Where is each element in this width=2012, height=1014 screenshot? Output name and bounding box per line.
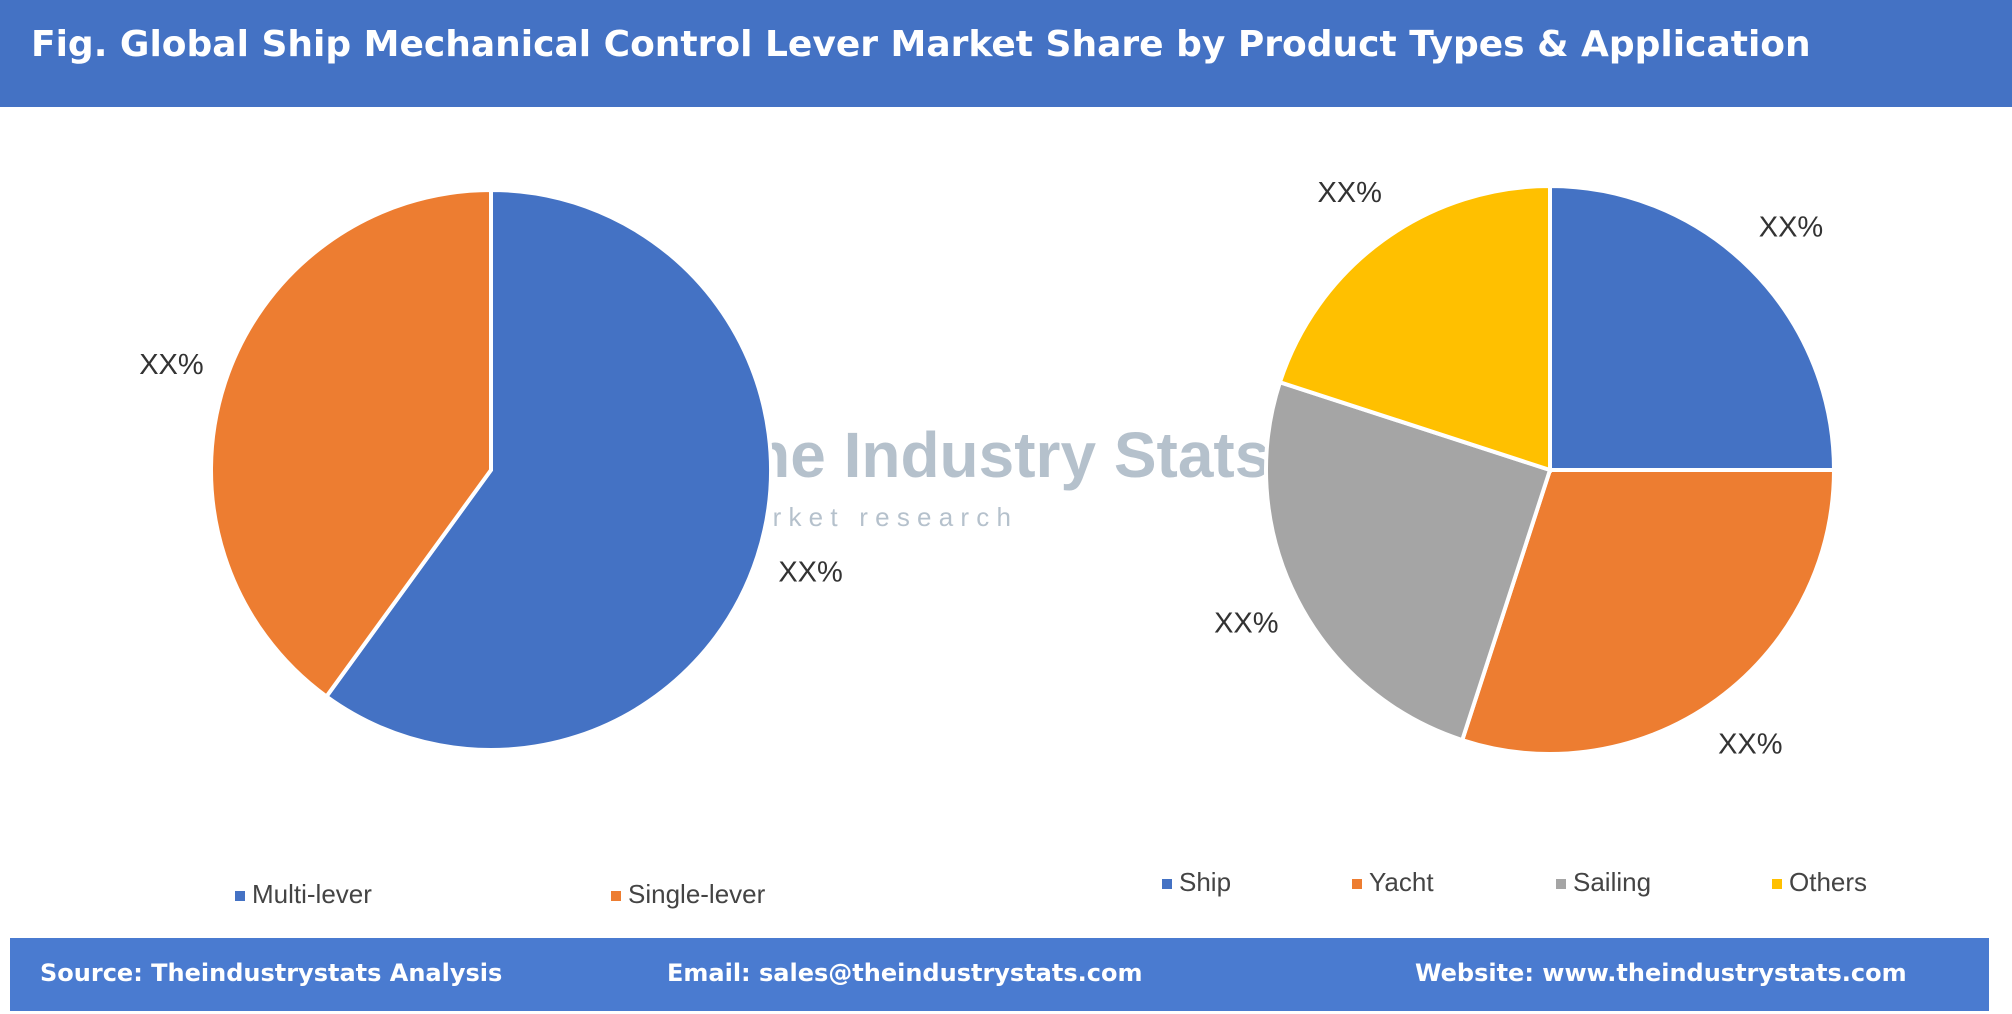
legend-swatch — [611, 891, 621, 901]
watermark-name: The Industry Stats — [712, 419, 1270, 491]
data-label: XX% — [1214, 607, 1278, 639]
pie-slice — [209, 187, 493, 700]
data-label: XX% — [139, 349, 203, 381]
pie-slice — [1459, 468, 1837, 756]
legend-swatch — [235, 891, 245, 901]
footer-website: Website: www.theindustrystats.com — [1415, 959, 1907, 987]
footer-source: Source: Theindustrystats Analysis — [40, 959, 502, 987]
pie-slice — [1548, 183, 1837, 472]
data-label: XX% — [1317, 177, 1381, 209]
pie-slice — [1264, 379, 1553, 743]
legend-label: Ship — [1179, 867, 1231, 897]
legend-label: Sailing — [1573, 867, 1651, 897]
header-band — [0, 0, 2012, 107]
legend-label: Others — [1789, 867, 1867, 897]
data-label: XX% — [1718, 728, 1782, 760]
data-label: XX% — [1759, 212, 1823, 244]
legend-swatch — [1162, 879, 1172, 889]
legend-swatch — [1556, 879, 1566, 889]
legend-label: Single-lever — [628, 879, 766, 909]
legend-label: Multi-lever — [252, 879, 372, 909]
footer-band — [10, 938, 1989, 1011]
footer-email: Email: sales@theindustrystats.com — [667, 959, 1142, 987]
legend-swatch — [1772, 879, 1782, 889]
legend-swatch — [1352, 879, 1362, 889]
pie-slice — [1277, 183, 1552, 473]
page-title: Fig. Global Ship Mechanical Control Leve… — [31, 24, 1811, 65]
pie-slice — [323, 187, 773, 752]
legend-label: Yacht — [1369, 867, 1434, 897]
data-label: XX% — [778, 556, 842, 588]
